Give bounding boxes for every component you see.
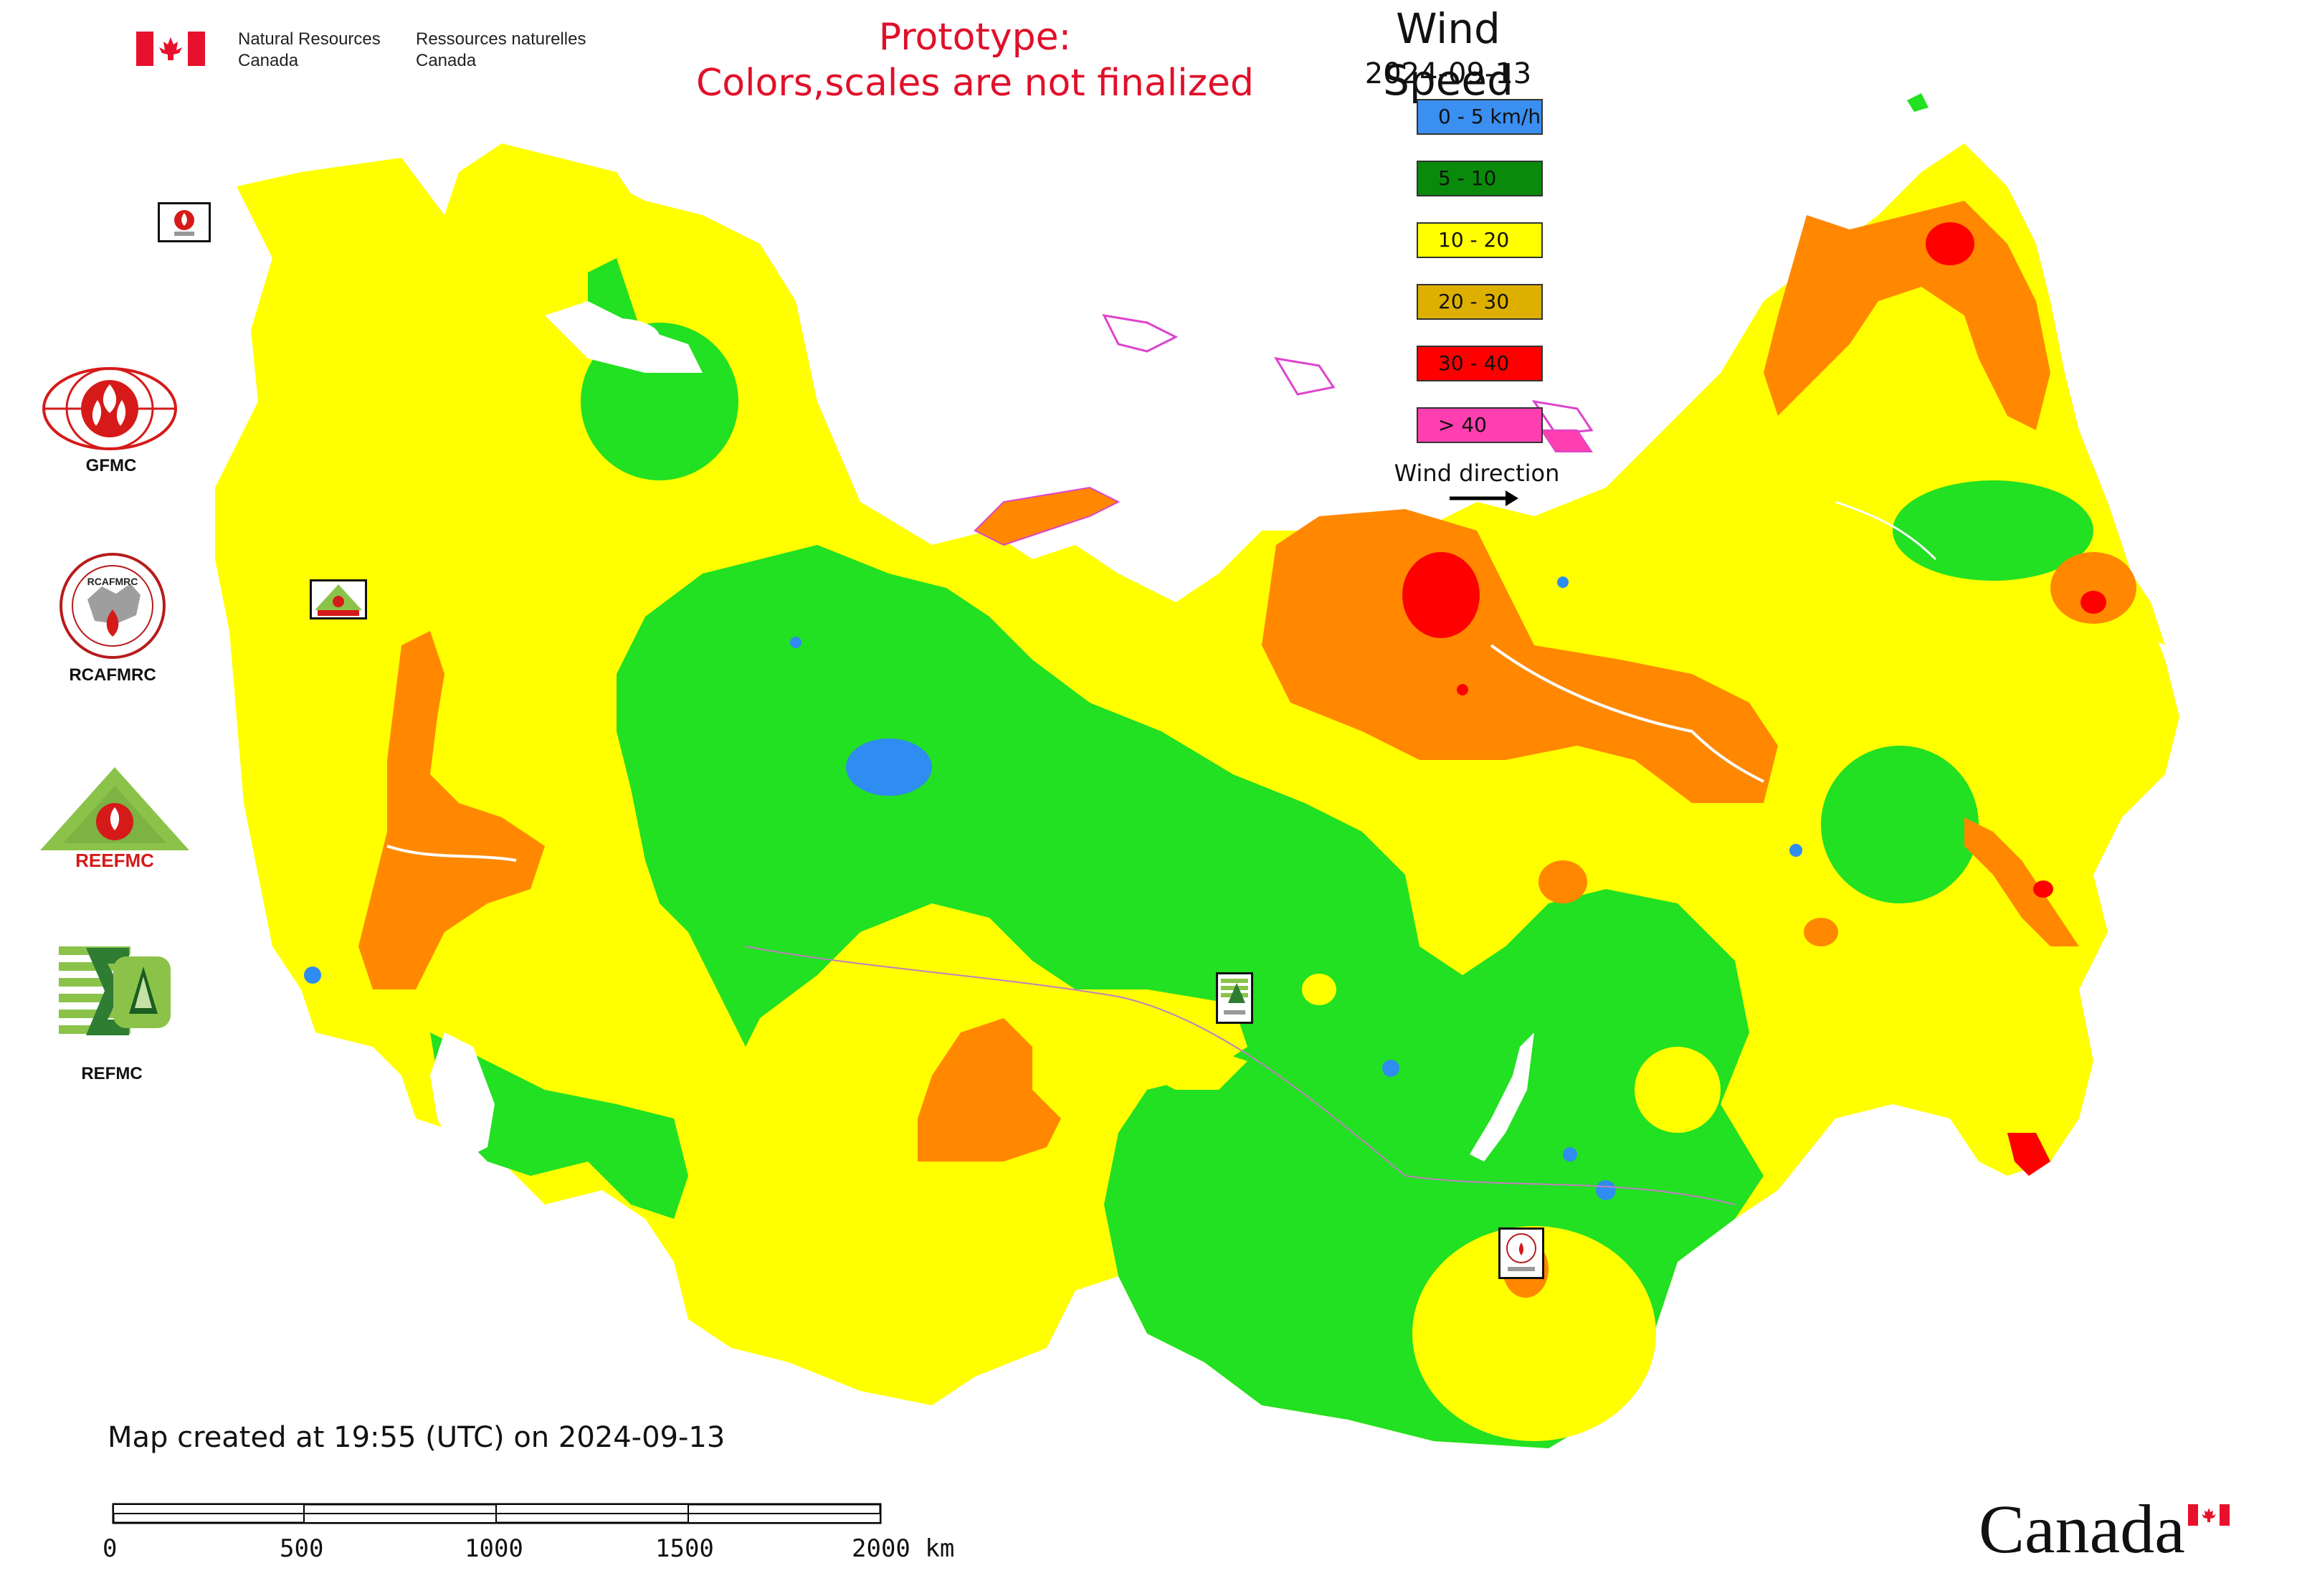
yellow-circle-south xyxy=(1412,1226,1656,1441)
orange-volga xyxy=(358,631,545,989)
red-patch xyxy=(2033,880,2053,898)
gfmc-logo-icon xyxy=(42,367,177,450)
red-patch xyxy=(1926,222,1974,265)
reefmc-marker-icon xyxy=(315,584,362,616)
dept-name-english: Natural Resources Canada xyxy=(238,29,381,70)
prototype-line-2: Colors,scales are not finalized xyxy=(695,62,1255,105)
gfmc-marker-icon xyxy=(174,210,194,236)
kuril-tip xyxy=(2007,1133,2050,1176)
refmc-marker-icon xyxy=(1221,979,1248,1015)
novaya-zemlya xyxy=(974,486,1121,546)
map-created-timestamp: Map created at 19:55 (UTC) on 2024-09-13 xyxy=(108,1421,726,1454)
arctic-island xyxy=(1102,314,1179,353)
canada-wordmark: Canada xyxy=(1979,1490,2237,1569)
blue-patch xyxy=(1789,844,1802,857)
prototype-notice: Prototype: Colors,scales are not finaliz… xyxy=(645,14,1305,106)
refmc-label: REFMC xyxy=(81,1064,143,1083)
wrangel-island xyxy=(1907,93,1928,112)
red-patch xyxy=(1457,684,1468,695)
caspian-sea xyxy=(430,1032,495,1162)
blue-patch xyxy=(790,637,802,648)
orange-kazakh xyxy=(918,1018,1061,1162)
rcafmrc-marker-icon xyxy=(1506,1233,1536,1271)
scale-label-0: 0 xyxy=(103,1534,118,1563)
legend-class-over-40: > 40 xyxy=(1417,407,1543,443)
nrcan-signature: Natural Resources Canada Ressources natu… xyxy=(136,27,609,77)
scale-label-1000: 1000 xyxy=(465,1534,523,1563)
scale-label-2000: 2000 km xyxy=(852,1534,955,1563)
wind-direction-label: Wind direction xyxy=(1394,460,1560,487)
legend-class-0-5: 0 - 5 km/h xyxy=(1417,99,1543,135)
refmc-logo-icon xyxy=(59,946,171,1037)
legend-class-20-30: 20 - 30 xyxy=(1417,284,1543,320)
blue-patch xyxy=(304,966,321,984)
yellow-wedge xyxy=(1147,1032,1247,1090)
legend-class-30-40: 30 - 40 xyxy=(1417,346,1543,381)
red-patch xyxy=(2080,591,2106,614)
river xyxy=(1835,500,1937,561)
rcafmrc-map-marker[interactable] xyxy=(1498,1227,1544,1279)
orange-okhotsk xyxy=(1964,817,2079,946)
river xyxy=(386,845,517,862)
green-patch xyxy=(1893,480,2093,581)
orange-taimyr xyxy=(1262,509,1778,803)
river xyxy=(1490,644,1764,783)
border-line xyxy=(745,946,1736,1205)
white-sea xyxy=(545,301,703,373)
reefmc-logo-icon: REEFMC xyxy=(40,767,189,871)
blue-patch xyxy=(846,738,932,796)
orange-patch xyxy=(1538,860,1587,903)
legend-title: Wind Speed xyxy=(1383,4,1513,105)
blue-patch xyxy=(1596,1180,1616,1200)
legend-class-10-20: 10 - 20 xyxy=(1417,222,1543,258)
green-southwest xyxy=(430,1032,688,1219)
scale-label-500: 500 xyxy=(280,1534,324,1563)
legend-class-5-10: 5 - 10 xyxy=(1417,161,1543,196)
gfmc-label: GFMC xyxy=(85,456,137,475)
sakhalin xyxy=(1993,803,2079,932)
blue-patch xyxy=(1382,1060,1399,1077)
yellow-patch xyxy=(1302,974,1336,1005)
reefmc-map-marker[interactable] xyxy=(310,579,367,619)
scale-label-1500: 1500 xyxy=(655,1534,714,1563)
wind-direction-arrow-icon xyxy=(1450,490,1518,506)
scale-bar xyxy=(112,1503,882,1524)
lake-baikal xyxy=(1470,1032,1534,1162)
canada-flag-icon xyxy=(136,32,205,66)
rcafmrc-logo-icon: RCAFMRC xyxy=(60,553,166,659)
blue-patch xyxy=(1557,576,1569,588)
blue-patch xyxy=(1563,1147,1577,1162)
green-patch xyxy=(1821,746,1979,903)
prototype-line-1: Prototype: xyxy=(878,16,1072,59)
svg-text:REEFMC: REEFMC xyxy=(75,850,154,871)
red-patch xyxy=(1402,552,1480,638)
dept-name-french: Ressources naturelles Canada xyxy=(416,29,586,70)
yellow-patch xyxy=(1635,1047,1721,1133)
orange-patch xyxy=(1804,918,1838,946)
orange-patch xyxy=(2050,552,2136,624)
canada-wordmark-text: Canada xyxy=(1979,1491,2185,1567)
arctic-island xyxy=(1531,399,1594,435)
rcafmrc-label: RCAFMRC xyxy=(69,665,156,685)
arctic-island xyxy=(1540,429,1593,452)
refmc-map-marker[interactable] xyxy=(1216,972,1253,1024)
svg-text:RCAFMRC: RCAFMRC xyxy=(87,576,138,587)
arctic-island xyxy=(1274,356,1336,396)
legend-date: 2024-09-13 xyxy=(1364,57,1532,90)
wordmark-flag-icon xyxy=(2188,1504,2230,1526)
gfmc-map-marker[interactable] xyxy=(158,202,211,242)
orange-chukotka xyxy=(1764,201,2050,430)
